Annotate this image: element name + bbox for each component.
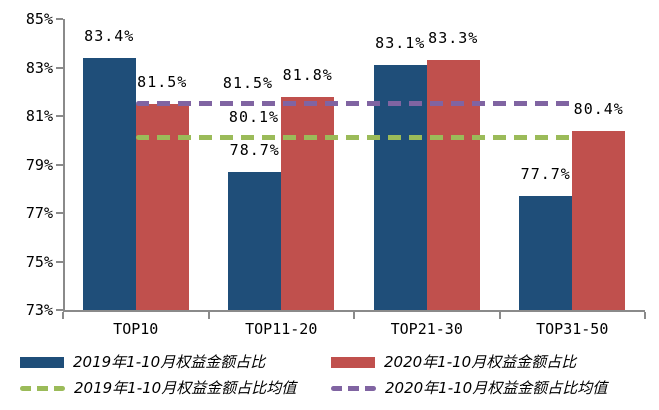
bar-value-label: 81.8% [282, 65, 333, 84]
y-tick-mark [56, 18, 63, 20]
x-category-label: TOP11-20 [245, 320, 318, 338]
bar [228, 171, 282, 310]
bar [281, 96, 335, 310]
bar-value-label: 83.3% [428, 29, 479, 48]
bar-value-label: 83.4% [84, 26, 135, 45]
bar-value-label: 77.7% [520, 165, 571, 184]
bar-value-label: 80.4% [573, 99, 624, 118]
y-tick-label: 79% [25, 155, 53, 174]
mean-line-label: 80.1% [228, 107, 280, 126]
legend-swatch-dashed [331, 385, 376, 391]
mean-line-2019 [135, 135, 573, 141]
bar [519, 196, 573, 310]
x-tick-mark [353, 312, 355, 319]
x-category-label: TOP21-30 [390, 320, 463, 338]
legend-item: 2019年1-10月权益金额占比均值 [20, 378, 331, 398]
y-tick-label: 75% [25, 252, 53, 271]
x-tick-mark [62, 312, 64, 319]
bar [426, 60, 480, 310]
bar-value-label: 81.5% [137, 72, 188, 91]
legend-label: 2019年1-10月权益金额占比 [73, 353, 266, 371]
legend-item: 2019年1-10月权益金额占比 [20, 352, 331, 372]
legend-swatch-solid [331, 356, 375, 368]
y-tick-mark [56, 260, 63, 263]
legend-label: 2020年1-10月权益金额占比均值 [385, 379, 608, 397]
y-tick-label: 85% [25, 10, 53, 28]
x-category-label: TOP10 [113, 320, 159, 338]
legend-label: 2019年1-10月权益金额占比均值 [74, 379, 297, 397]
legend-item: 2020年1-10月权益金额占比均值 [331, 378, 650, 398]
legend-item: 2020年1-10月权益金额占比 [331, 352, 650, 372]
x-category-label: TOP31-50 [536, 320, 609, 338]
chart-legend: 2019年1-10月权益金额占比 2020年1-10月权益金额占比 2019年1-1… [20, 352, 650, 398]
y-tick-mark [56, 66, 63, 69]
bar-value-label: 78.7% [229, 140, 280, 159]
x-tick-mark [498, 312, 501, 319]
y-axis-line [63, 19, 65, 312]
legend-label: 2020年1-10月权益金额占比 [384, 353, 577, 371]
bar [572, 130, 626, 310]
y-tick-mark [56, 309, 63, 311]
legend-swatch-solid [20, 356, 64, 368]
y-tick-label: 81% [25, 107, 53, 125]
bar-value-label: 83.1% [375, 34, 426, 53]
legend-swatch-dashed [20, 385, 65, 391]
y-tick-mark [56, 212, 63, 214]
y-tick-label: 83% [25, 58, 53, 77]
y-tick-label: 73% [25, 301, 53, 319]
y-tick-mark [56, 163, 63, 166]
bar [82, 57, 136, 310]
y-tick-mark [56, 115, 63, 117]
mean-line-2020 [135, 101, 573, 107]
x-tick-mark [207, 312, 210, 319]
x-tick-mark [644, 312, 646, 319]
mean-line-label: 81.5% [222, 73, 274, 92]
y-tick-label: 77% [25, 204, 53, 222]
x-axis-line [63, 310, 645, 312]
